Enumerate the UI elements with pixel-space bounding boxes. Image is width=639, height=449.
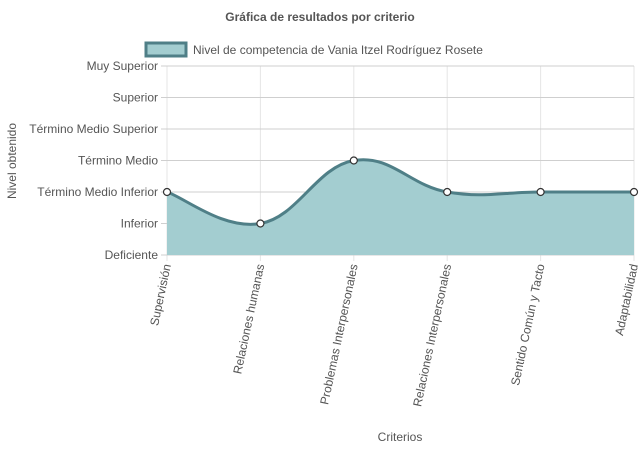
data-point[interactable]	[256, 219, 265, 228]
data-point[interactable]	[443, 187, 452, 197]
y-tick-label: Muy Superior	[87, 59, 158, 73]
x-tick-label: Adaptabilidad	[612, 263, 639, 337]
y-tick-label: Término Medio Superior	[29, 122, 158, 136]
legend-label: Nivel de competencia de Vania Itzel Rodr…	[193, 43, 483, 57]
data-point[interactable]	[162, 187, 172, 197]
series-area	[166, 158, 634, 255]
x-axis-ticks: Supervisión Relaciones humanas Problemas I…	[147, 262, 639, 407]
x-tick-label: Sentido Común y Tacto	[508, 262, 548, 386]
y-tick-label: Término Medio Inferior	[37, 185, 158, 199]
legend-swatch	[144, 41, 188, 58]
data-point[interactable]	[536, 187, 545, 197]
y-tick-label: Término Medio	[78, 154, 158, 168]
y-axis-ticks: Deficiente Inferior Término Medio Inferior…	[29, 59, 158, 262]
legend[interactable]: Nivel de competencia de Vania Itzel Rodr…	[144, 41, 483, 58]
x-tick-label: Relaciones humanas	[230, 263, 267, 376]
y-tick-label: Inferior	[121, 217, 158, 231]
y-tick-label: Superior	[113, 91, 158, 105]
data-point[interactable]	[629, 187, 639, 197]
x-tick-label: Supervisión	[147, 263, 174, 327]
data-point[interactable]	[349, 156, 358, 165]
x-axis-title: Criterios	[378, 430, 423, 444]
series-points	[162, 156, 639, 228]
y-axis-title: Nivel obtenido	[5, 123, 19, 199]
y-tick-label: Deficiente	[105, 248, 159, 262]
x-tick-label: Relaciones Interpersonales	[410, 263, 454, 408]
x-tick-label: Problemas Interpersonales	[317, 263, 361, 406]
series-area-fill	[167, 159, 634, 255]
chart-title: Gráfica de resultados por criterio	[225, 10, 414, 24]
